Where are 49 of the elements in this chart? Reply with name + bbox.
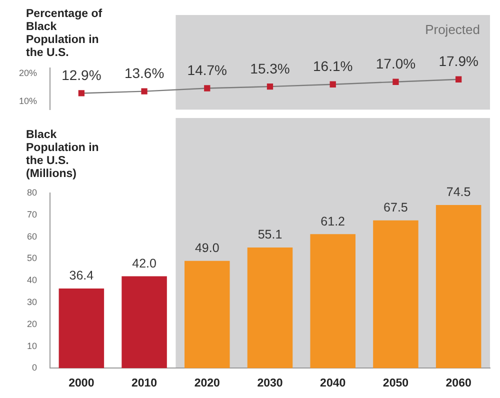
data-label: 42.0 bbox=[132, 256, 156, 270]
data-label: 15.3% bbox=[250, 60, 290, 76]
data-label: 74.5 bbox=[446, 185, 471, 200]
data-label: 61.2 bbox=[320, 214, 346, 228]
point bbox=[392, 78, 399, 85]
x-tick-label: 2010 bbox=[131, 377, 158, 390]
bar bbox=[310, 234, 356, 368]
point bbox=[141, 88, 148, 94]
y-tick-label: 80 bbox=[26, 187, 37, 198]
y-tick-label: 60 bbox=[26, 231, 37, 242]
data-label: 36.4 bbox=[69, 268, 94, 283]
y-tick-label: 10% bbox=[18, 96, 37, 106]
y-tick-label: 10 bbox=[26, 340, 37, 351]
y-tick-label: 50 bbox=[26, 253, 37, 264]
y-tick-label: 70 bbox=[26, 209, 37, 220]
x-tick-label: 2040 bbox=[320, 377, 346, 390]
y-tick-label: 20 bbox=[26, 318, 37, 329]
data-label: 13.6% bbox=[124, 65, 164, 82]
point bbox=[266, 84, 274, 90]
y-tick-label: 0 bbox=[32, 362, 37, 373]
y-tick-label: 40 bbox=[26, 275, 37, 286]
point bbox=[455, 76, 462, 82]
point bbox=[330, 81, 336, 88]
bar bbox=[122, 276, 167, 368]
data-label: 14.7% bbox=[187, 62, 227, 78]
bar bbox=[247, 248, 293, 368]
x-tick-label: 2050 bbox=[382, 377, 409, 390]
data-label: 49.0 bbox=[194, 241, 220, 256]
x-tick-label: 2000 bbox=[68, 377, 94, 390]
x-tick-label: 2060 bbox=[446, 377, 472, 390]
data-label: 55.1 bbox=[258, 228, 282, 242]
band-label: Projected bbox=[425, 22, 480, 38]
y-axis-title: Percentage of Black Population in the U.S. bbox=[26, 8, 104, 60]
data-label: 17.0% bbox=[376, 56, 416, 72]
y-axis-title: Black Population in the U.S. (Millions) bbox=[26, 129, 100, 181]
point bbox=[78, 90, 85, 96]
y-tick-label: 20% bbox=[18, 68, 37, 78]
data-label: 16.1% bbox=[313, 58, 353, 74]
point bbox=[204, 85, 210, 92]
x-tick-label: 2020 bbox=[194, 377, 220, 390]
x-tick-label: 2030 bbox=[257, 377, 283, 390]
data-label: 17.9% bbox=[438, 53, 478, 70]
bar bbox=[58, 288, 104, 368]
data-label: 12.9% bbox=[62, 67, 102, 84]
y-tick-label: 30 bbox=[26, 296, 37, 307]
bar bbox=[373, 220, 418, 368]
bar bbox=[436, 205, 482, 368]
bar bbox=[184, 260, 230, 368]
data-label: 67.5 bbox=[384, 200, 408, 215]
